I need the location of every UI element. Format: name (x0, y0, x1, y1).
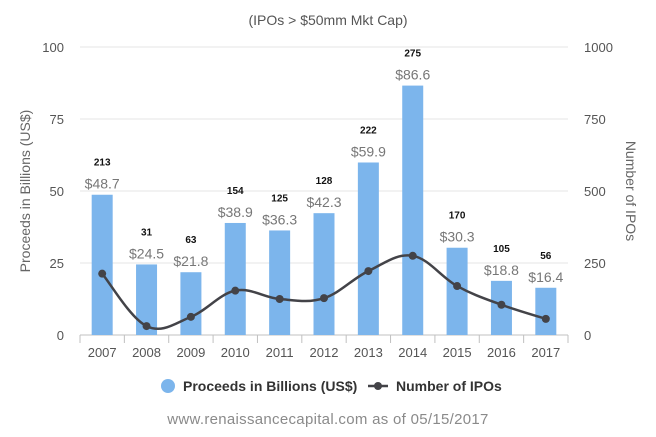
ipo-count-label: 275 (404, 49, 421, 60)
right-tick-label: 250 (584, 256, 606, 271)
left-tick-label: 75 (50, 112, 64, 127)
proceeds-bar (136, 264, 158, 335)
x-tick-label: 2012 (310, 345, 339, 360)
proceeds-bar (91, 194, 113, 335)
ipo-count-point (364, 267, 373, 276)
right-tick-label: 0 (584, 328, 591, 343)
left-tick-label: 50 (50, 184, 64, 199)
x-tick-label: 2015 (443, 345, 472, 360)
right-tick-label: 750 (584, 112, 606, 127)
proceeds-value-label: $18.8 (484, 262, 519, 278)
x-tick-label: 2009 (176, 345, 205, 360)
legend-bar-marker (161, 379, 175, 393)
ipo-count-label: 63 (185, 235, 197, 246)
proceeds-labels: $48.7 $24.5 $21.8 $38.9 $36.3 $42.3 $59.9 $86.6… (85, 67, 564, 285)
ipo-count-label: 105 (493, 244, 510, 255)
ipo-count-label: 56 (540, 251, 552, 262)
chart-subtitle: (IPOs > $50mm Mkt Cap) (248, 12, 407, 28)
ipo-count-point (497, 300, 506, 309)
right-axis-ticks: 0 250 500 750 1000 (584, 40, 613, 343)
ipo-count-point (275, 295, 284, 303)
ipo-count-line (98, 251, 550, 331)
ipo-count-point (142, 322, 151, 331)
right-tick-label: 1000 (584, 40, 613, 55)
proceeds-value-label: $59.9 (351, 143, 386, 159)
left-tick-label: 0 (57, 328, 64, 343)
proceeds-bar (535, 287, 557, 335)
x-tick-label: 2008 (132, 345, 161, 360)
ipo-count-point (320, 294, 328, 303)
proceeds-bar (224, 222, 246, 335)
x-tick-label: 2017 (531, 345, 560, 360)
grid-lines (80, 46, 568, 336)
legend-line-dot (374, 382, 382, 390)
right-axis-title: Number of IPOs (623, 141, 639, 241)
ipo-count-label: 125 (271, 193, 288, 204)
x-tick-label: 2007 (88, 345, 117, 360)
ipo-count-label: 128 (316, 176, 333, 187)
proceeds-value-label: $42.3 (306, 194, 341, 210)
ipo-count-label: 213 (94, 158, 111, 169)
right-tick-label: 500 (584, 184, 606, 199)
proceeds-bar (313, 213, 335, 335)
ipo-count-labels: 213 31 63 154 125 128 222 275 170 105 56 (94, 49, 552, 262)
left-axis-title: Proceeds in Billions (US$) (17, 110, 33, 273)
proceeds-bar (269, 230, 291, 335)
ipo-count-point (541, 314, 550, 323)
ipo-count-label: 222 (360, 125, 377, 136)
proceeds-value-label: $16.4 (528, 269, 563, 285)
proceeds-value-label: $24.5 (129, 245, 164, 261)
legend-line-label: Number of IPOs (396, 378, 502, 394)
ipo-count-point (231, 286, 240, 295)
ipo-count-point (98, 269, 107, 278)
proceeds-bars (91, 85, 557, 335)
ipo-count-point (453, 282, 462, 291)
proceeds-bar (357, 162, 379, 335)
proceeds-bar (446, 247, 468, 335)
legend: Proceeds in Billions (US$) Number of IPO… (161, 378, 502, 394)
ipo-count-label: 31 (141, 227, 153, 238)
left-tick-label: 25 (50, 256, 64, 271)
footer-source: www.renaissancecapital.com as of 05/15/2… (166, 411, 488, 428)
x-axis-ticks: 2007 2008 2009 2010 2011 2012 2013 2014 2015 2016… (79, 335, 569, 360)
proceeds-value-label: $36.3 (262, 211, 297, 227)
proceeds-bar (180, 272, 202, 335)
proceeds-value-label: $30.3 (440, 229, 475, 245)
ipo-count-point (186, 312, 195, 321)
proceeds-value-label: $38.9 (218, 204, 253, 220)
proceeds-value-label: $48.7 (85, 176, 120, 192)
x-tick-label: 2016 (487, 345, 516, 360)
left-axis-ticks: 0 25 50 75 100 (42, 40, 64, 343)
ipo-count-label: 170 (449, 211, 466, 222)
proceeds-value-label: $21.8 (173, 253, 208, 269)
x-tick-label: 2011 (266, 345, 294, 360)
ipo-count-label: 154 (227, 186, 244, 197)
x-tick-label: 2010 (221, 345, 250, 360)
proceeds-bar (402, 85, 424, 335)
proceeds-value-label: $86.6 (395, 67, 430, 83)
legend-bar-label: Proceeds in Billions (US$) (183, 378, 357, 394)
left-tick-label: 100 (42, 40, 64, 55)
x-tick-label: 2013 (354, 345, 383, 360)
x-tick-label: 2014 (398, 345, 427, 360)
ipo-count-point (408, 251, 417, 260)
